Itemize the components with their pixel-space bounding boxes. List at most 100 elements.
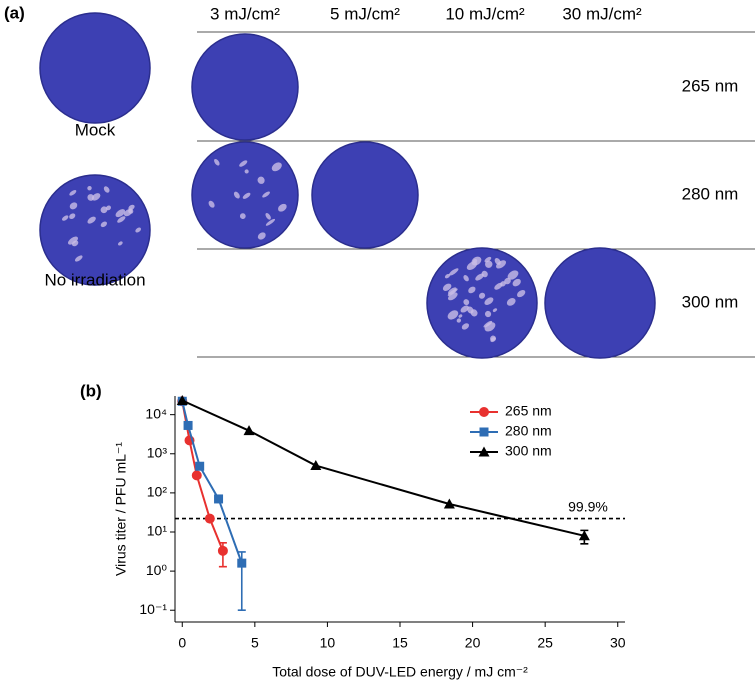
data-point	[217, 545, 228, 556]
plaque	[128, 204, 135, 211]
plaque	[475, 273, 484, 281]
series-line	[181, 399, 585, 537]
column-header: 10 mJ/cm²	[445, 4, 525, 23]
data-point	[214, 494, 224, 504]
plaque	[271, 162, 282, 172]
plaques	[61, 158, 526, 343]
plaque	[74, 255, 83, 262]
dish	[39, 12, 151, 124]
y-axis-label: Virus titer / PFU mL⁻¹	[113, 442, 129, 576]
plaque	[244, 169, 249, 174]
control-label: No irradiation	[44, 270, 145, 289]
legend-label: 300 nm	[505, 443, 552, 459]
x-tick-label: 20	[465, 635, 481, 651]
dish	[426, 247, 538, 359]
column-header: 30 mJ/cm²	[562, 4, 642, 23]
x-tick-label: 30	[610, 635, 626, 651]
y-tick-label: 10⁰	[146, 562, 168, 578]
plaque	[242, 192, 251, 199]
column-header: 3 mJ/cm²	[210, 4, 280, 23]
chart: (b) 0 5 10 15 20 25 30 10⁻¹ 10⁰ 10¹ 10² 10³ 10⁴ Total …	[80, 381, 626, 679]
plaque	[87, 185, 92, 191]
plaque	[100, 221, 108, 228]
plaque	[484, 256, 492, 263]
data-point	[195, 461, 205, 471]
plaque	[492, 308, 498, 312]
plaque	[208, 200, 215, 208]
plaque	[87, 216, 96, 224]
plaque	[214, 158, 220, 166]
plaque	[507, 270, 519, 280]
plaque	[506, 297, 516, 306]
data-point	[243, 425, 255, 436]
data-point	[578, 530, 590, 541]
plaque	[483, 320, 493, 328]
plaque	[512, 278, 521, 287]
plaque	[69, 202, 78, 210]
x-tick-label: 25	[537, 635, 553, 651]
data-point	[191, 470, 202, 481]
plaque	[100, 206, 108, 214]
plaque	[442, 283, 452, 291]
plaque	[117, 241, 123, 246]
plaque	[277, 203, 287, 212]
plaque	[494, 282, 503, 290]
row-label: 300 nm	[682, 292, 739, 311]
x-tick-label: 0	[178, 635, 186, 651]
plaque	[115, 209, 126, 218]
row-label: 280 nm	[682, 184, 739, 203]
y-tick-label: 10⁻¹	[139, 601, 167, 617]
x-axis-label: Total dose of DUV-LED energy / mJ cm⁻²	[272, 664, 528, 680]
y-tick-label: 10¹	[147, 523, 168, 539]
plaque	[485, 260, 493, 268]
plaque	[239, 160, 248, 167]
plaque	[470, 309, 478, 317]
plaque	[463, 299, 470, 306]
data-point	[237, 558, 247, 568]
plaque	[468, 286, 476, 294]
legend-marker	[479, 407, 489, 417]
plaque	[458, 314, 463, 318]
plaque	[484, 297, 494, 305]
plaque	[490, 335, 496, 342]
data-point	[443, 498, 455, 509]
plaque	[463, 275, 469, 282]
plaque	[466, 261, 478, 271]
plaque	[478, 292, 486, 299]
plaque	[456, 318, 462, 323]
panel-label: (b)	[80, 381, 102, 400]
x-tick-label: 5	[251, 635, 259, 651]
control-label: Mock	[75, 120, 116, 139]
plaque	[444, 273, 450, 279]
data-point	[183, 420, 193, 430]
row-label: 265 nm	[682, 76, 739, 95]
y-tick-label: 10⁴	[145, 405, 167, 421]
plaque	[257, 176, 265, 184]
plaque	[103, 186, 110, 193]
plaque	[448, 292, 458, 301]
dish	[311, 141, 419, 249]
plaque	[262, 191, 270, 198]
data-point	[204, 513, 215, 524]
threshold-label: 99.9%	[568, 498, 608, 514]
plaque	[516, 289, 526, 298]
plaque	[117, 216, 126, 223]
dish	[191, 33, 299, 141]
plaque	[265, 218, 276, 226]
plaque	[448, 268, 459, 276]
plaque	[69, 190, 77, 196]
plaque	[135, 227, 142, 233]
plaque	[447, 310, 459, 320]
plaque	[106, 205, 111, 211]
x-tick-label: 10	[320, 635, 336, 651]
x-tick-label: 15	[392, 635, 408, 651]
plaque	[461, 323, 470, 330]
legend-marker	[478, 446, 490, 457]
plaque	[265, 213, 271, 220]
plaque	[504, 277, 511, 285]
plaque	[67, 236, 78, 245]
y-tick-label: 10³	[147, 444, 168, 460]
data-point	[176, 395, 188, 406]
column-header: 5 mJ/cm²	[330, 4, 400, 23]
plaque	[494, 257, 501, 265]
